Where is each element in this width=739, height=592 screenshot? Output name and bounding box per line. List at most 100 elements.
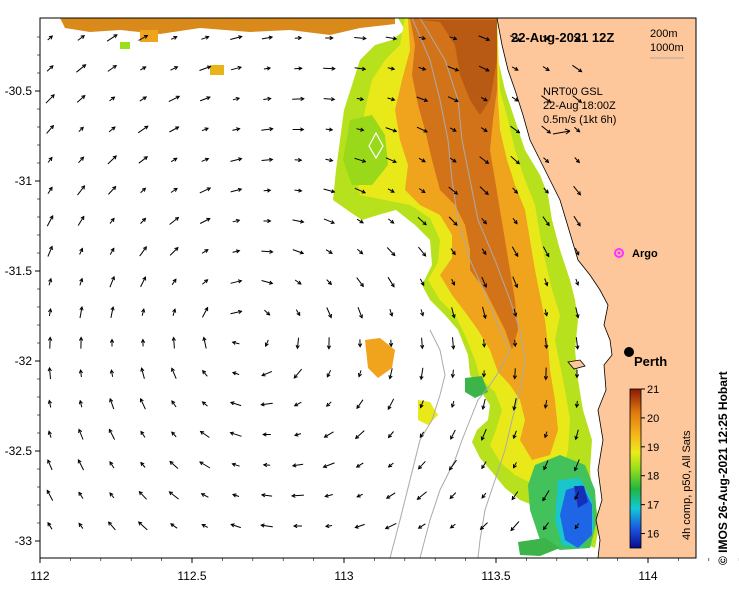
current-arrow-icon <box>354 157 367 163</box>
current-arrow-icon <box>480 127 488 132</box>
current-arrow-icon <box>263 218 272 224</box>
current-arrow-icon <box>542 216 550 227</box>
current-arrow-icon <box>260 402 273 407</box>
current-arrow-icon <box>357 248 364 255</box>
current-arrow-icon <box>47 336 53 349</box>
current-arrow-icon <box>543 367 549 381</box>
current-arrow-icon <box>260 523 273 528</box>
current-arrow-icon <box>264 309 271 316</box>
sst-green-speck <box>120 42 130 49</box>
current-arrow-icon <box>574 429 579 441</box>
current-arrow-icon <box>168 95 181 103</box>
current-arrow-icon <box>201 127 209 132</box>
current-arrow-icon <box>575 307 580 319</box>
bathymetry-contours <box>389 18 526 558</box>
credit-text: © IMOS 26-Aug-2021 12:25 Hobart <box>716 371 730 565</box>
current-arrow-icon <box>387 218 395 224</box>
current-arrow-icon <box>384 522 397 530</box>
current-arrow-icon <box>325 523 333 529</box>
current-arrow-icon <box>261 280 274 285</box>
current-arrow-icon <box>387 188 395 193</box>
current-arrow-icon <box>449 127 457 132</box>
current-arrow-icon <box>480 428 487 441</box>
current-arrow-icon <box>47 521 53 530</box>
current-arrow-icon <box>387 66 396 71</box>
current-arrow-icon <box>294 157 303 163</box>
current-arrow-icon <box>48 307 53 317</box>
current-arrow-icon <box>170 187 178 193</box>
current-arrow-icon <box>109 217 115 224</box>
current-arrow-icon <box>201 401 208 407</box>
current-arrow-icon <box>385 157 397 163</box>
current-arrow-icon <box>231 371 240 376</box>
colorbar-gradient <box>629 388 642 549</box>
current-arrow-icon <box>325 127 334 132</box>
current-arrow-icon <box>109 96 116 102</box>
current-arrow-icon <box>544 337 549 350</box>
current-arrow-icon <box>138 490 147 500</box>
current-arrow-icon <box>169 246 179 256</box>
current-arrow-icon <box>292 249 305 255</box>
sst-blob-2 <box>418 400 438 425</box>
current-arrow-icon <box>46 489 54 501</box>
current-arrow-icon <box>261 35 274 40</box>
current-arrow-icon <box>78 126 84 133</box>
current-arrow-icon <box>387 462 394 468</box>
sst-band-21 <box>420 20 497 115</box>
y-tick-label: -30.5 <box>5 84 33 98</box>
current-arrow-icon <box>46 214 54 227</box>
current-arrow-icon <box>171 278 177 286</box>
current-arrow-icon <box>78 156 85 164</box>
current-arrow-icon <box>512 430 517 440</box>
current-arrow-icon <box>231 462 240 467</box>
current-arrow-icon <box>419 431 425 438</box>
x-tick-label: 112.5 <box>177 569 206 583</box>
current-arrow-icon <box>48 277 53 286</box>
current-arrow-icon <box>420 309 425 317</box>
y-tick-label: -33 <box>15 534 33 548</box>
x-tick-label: 113 <box>334 569 353 583</box>
current-arrow-icon <box>261 249 274 254</box>
current-arrow-icon <box>107 155 117 165</box>
current-arrow-icon <box>140 430 146 438</box>
current-arrow-icon <box>171 367 177 379</box>
current-arrow-icon <box>109 247 115 255</box>
contour-1000m <box>419 18 526 558</box>
current-arrow-icon <box>137 521 148 531</box>
current-arrow-icon <box>77 458 85 471</box>
current-arrow-icon <box>292 523 302 529</box>
current-arrow-icon <box>543 157 550 164</box>
current-arrow-icon <box>261 370 273 377</box>
current-arrow-icon <box>139 96 148 102</box>
current-arrow-icon <box>387 431 394 439</box>
current-arrow-icon <box>323 188 336 194</box>
scale-arrow-icon <box>552 130 571 135</box>
current-arrow-icon <box>295 309 301 317</box>
rottnest-island <box>567 359 586 370</box>
current-arrow-icon <box>262 462 271 468</box>
current-arrow-icon <box>76 94 86 103</box>
current-arrow-icon <box>294 188 303 193</box>
current-arrow-icon <box>78 522 84 529</box>
current-arrow-icon <box>79 277 84 286</box>
current-arrow-icon <box>357 370 362 378</box>
current-arrow-icon <box>481 492 487 499</box>
current-arrow-icon <box>322 462 335 469</box>
current-arrow-icon <box>200 493 209 498</box>
current-arrow-icon <box>388 339 394 348</box>
argo-icon <box>614 248 624 258</box>
current-arrow-icon <box>79 247 84 255</box>
current-arrow-icon <box>170 523 178 529</box>
current-arrow-icon <box>449 36 458 41</box>
current-info-line-3: 0.5m/s (1kt 6h) <box>543 114 616 126</box>
current-arrow-icon <box>573 185 582 196</box>
current-arrow-icon <box>170 157 178 163</box>
current-arrow-icon <box>325 249 333 254</box>
current-arrow-icon <box>574 491 580 501</box>
current-arrow-icon <box>356 218 364 224</box>
current-arrow-icon <box>263 188 272 193</box>
sst-blob-3 <box>465 376 488 398</box>
current-arrow-icon <box>326 369 332 378</box>
current-arrow-icon <box>448 216 458 226</box>
current-arrow-icon <box>109 492 115 499</box>
